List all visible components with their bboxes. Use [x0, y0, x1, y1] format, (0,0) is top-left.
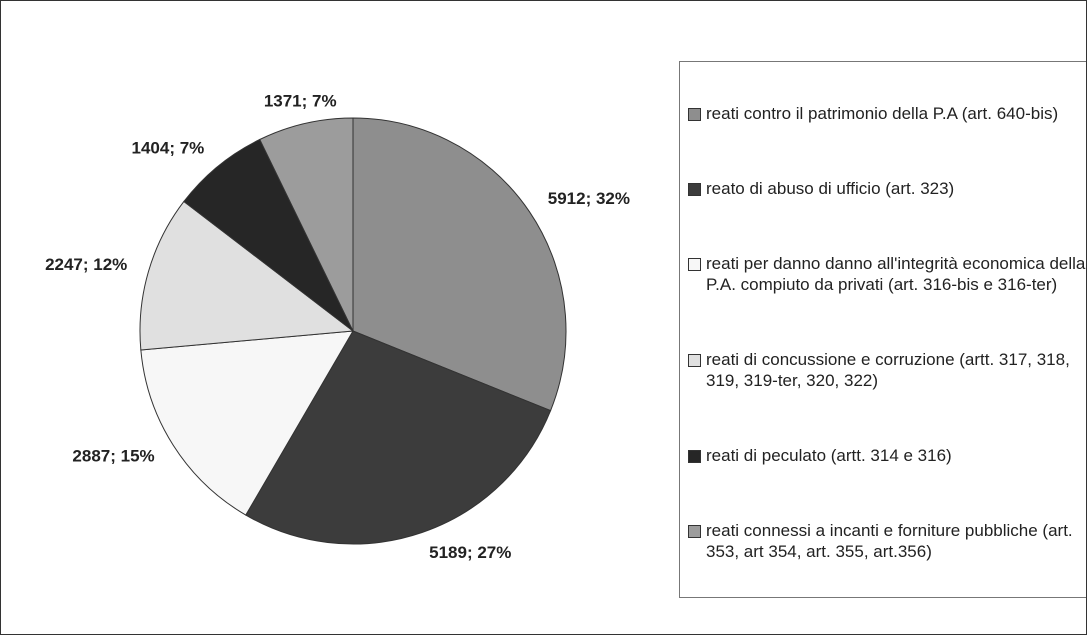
legend-label: reati contro il patrimonio della P.A (ar… [706, 104, 1059, 123]
legend-entry: reati per danno danno all'integrità econ… [680, 253, 1086, 295]
legend-label: reati di concussione e corruzione (artt.… [706, 350, 1070, 390]
legend-entry: reati contro il patrimonio della P.A (ar… [680, 103, 1086, 124]
legend: reati contro il patrimonio della P.A (ar… [679, 61, 1086, 598]
pie-slice [183, 138, 354, 332]
pie-slice [352, 117, 567, 412]
pie-slice [245, 330, 552, 545]
legend-label: reati di peculato (artt. 314 e 316) [706, 446, 952, 465]
pie-slice [140, 330, 354, 516]
legend-label: reati per danno danno all'integrità econ… [706, 254, 1086, 294]
pie-slice [139, 200, 355, 351]
data-label: 1404; 7% [132, 139, 205, 158]
data-label: 2887; 15% [72, 447, 154, 466]
data-label: 2247; 12% [45, 255, 127, 274]
data-label: 5189; 27% [429, 543, 511, 562]
legend-entry: reato di abuso di ufficio (art. 323) [680, 178, 1086, 199]
legend-entry: reati di concussione e corruzione (artt.… [680, 349, 1086, 391]
legend-swatch [688, 108, 701, 121]
legend-entry: reati di peculato (artt. 314 e 316) [680, 445, 1086, 466]
legend-swatch [688, 354, 701, 367]
legend-swatch [688, 525, 701, 538]
data-label: 5912; 32% [548, 189, 630, 208]
legend-entry: reati connessi a incanti e forniture pub… [680, 520, 1086, 562]
legend-swatch [688, 183, 701, 196]
legend-label: reati connessi a incanti e forniture pub… [706, 521, 1073, 561]
legend-swatch [688, 258, 701, 271]
data-label: 1371; 7% [264, 91, 337, 110]
pie-slice [259, 117, 354, 332]
legend-label: reato di abuso di ufficio (art. 323) [706, 179, 955, 198]
legend-swatch [688, 450, 701, 463]
